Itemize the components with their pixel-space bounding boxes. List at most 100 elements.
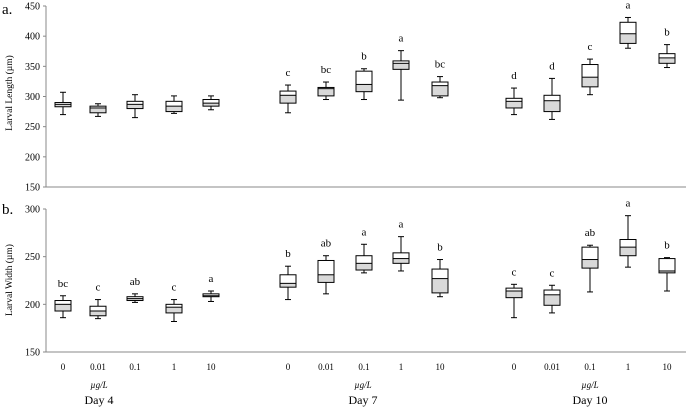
box-outline <box>54 300 72 312</box>
box-outline <box>505 97 523 109</box>
significance-letter: c <box>172 282 177 294</box>
group-label: Day 4 <box>85 393 114 407</box>
x-axis-unit-label: µg/L <box>90 380 107 390</box>
significance-letter: b <box>664 27 670 39</box>
box-upper <box>127 101 143 105</box>
box-lower <box>620 33 636 44</box>
y-tick-label: 250 <box>25 122 40 133</box>
significance-letter: a <box>362 226 367 238</box>
y-tick-label: 300 <box>25 205 40 216</box>
box-outline <box>392 60 410 70</box>
y-tick-label: 400 <box>25 32 40 43</box>
box-lower <box>55 104 71 107</box>
significance-letter: ab <box>321 238 332 250</box>
box-upper <box>544 95 560 101</box>
significance-letter: d <box>511 70 517 82</box>
box-outline <box>165 303 183 314</box>
box-lower <box>544 294 560 306</box>
box-lower <box>393 258 409 264</box>
x-tick-label: 0 <box>286 362 291 372</box>
x-tick-label: 1 <box>626 362 631 372</box>
significance-letter: c <box>286 67 291 79</box>
box-upper <box>318 87 334 89</box>
box-upper <box>582 247 598 260</box>
box-outline <box>431 81 449 97</box>
box-upper <box>620 22 636 34</box>
box-lower <box>393 63 409 70</box>
box-upper <box>166 304 182 308</box>
box-upper <box>203 99 219 104</box>
box-outline <box>317 259 335 283</box>
box-lower <box>659 270 675 273</box>
box-lower <box>203 103 219 107</box>
box-lower <box>582 259 598 269</box>
box-outline <box>581 246 599 269</box>
panel-a: a. Larval Length (µm) 150 200 250 300 350 400… <box>2 0 686 194</box>
significance-letter: b <box>361 51 367 63</box>
significance-letter: c <box>588 41 593 53</box>
box-upper <box>659 53 675 58</box>
box-lower <box>90 107 106 113</box>
significance-letter: bc <box>58 278 69 290</box>
significance-letter: c <box>512 266 517 278</box>
x-tick-label: 1 <box>399 362 404 372</box>
x-axis-unit-label: µg/L <box>354 380 371 390</box>
box-lower <box>659 57 675 64</box>
box-lower <box>506 290 522 298</box>
box-upper <box>356 255 372 264</box>
box-outline <box>505 287 523 299</box>
box-lower <box>166 307 182 313</box>
box-upper <box>393 60 409 64</box>
box-lower <box>90 311 106 316</box>
y-tick-label: 200 <box>25 300 40 311</box>
box-lower <box>620 247 636 256</box>
box-lower <box>582 77 598 87</box>
box-lower <box>55 304 71 312</box>
box-upper <box>432 269 448 279</box>
x-tick-label: 10 <box>436 362 446 372</box>
box-outline <box>658 53 676 64</box>
box-outline <box>431 268 449 294</box>
box-outline <box>279 90 297 104</box>
x-tick-label: 0.1 <box>129 362 140 372</box>
box-lower <box>127 104 143 109</box>
box-outline <box>355 70 373 93</box>
significance-letter: a <box>626 0 631 11</box>
x-tick-label: 0.01 <box>544 362 560 372</box>
box-upper <box>55 300 71 305</box>
x-tick-label: 10 <box>207 362 217 372</box>
box-outline <box>543 94 561 113</box>
significance-letter: a <box>209 273 214 285</box>
significance-letter: c <box>550 267 555 279</box>
box-outline <box>619 21 637 44</box>
x-axis-unit-label: µg/L <box>581 380 598 390</box>
box-upper <box>127 296 143 299</box>
box-upper <box>166 101 182 107</box>
ylabel-b: Larval Width (µm) <box>4 244 15 316</box>
box-outline <box>126 100 144 110</box>
x-tick-label: 0.1 <box>584 362 595 372</box>
box-lower <box>506 101 522 108</box>
box-lower <box>356 84 372 92</box>
x-tick-label: 0 <box>512 362 517 372</box>
box-outline <box>543 289 561 306</box>
group-label: Day 7 <box>349 393 378 407</box>
group-label: Day 10 <box>573 393 608 407</box>
box-outline <box>581 64 599 88</box>
box-upper <box>55 102 71 105</box>
box-upper <box>620 239 636 248</box>
significance-letter: bc <box>435 59 446 71</box>
x-tick-label: 0.01 <box>90 362 106 372</box>
significance-letter: a <box>626 198 631 210</box>
y-tick-label: 300 <box>25 92 40 103</box>
significance-letter: b <box>664 240 670 252</box>
y-tick-label: 200 <box>25 152 40 163</box>
x-tick-label: 0.1 <box>358 362 369 372</box>
box-lower <box>127 298 143 301</box>
box-outline <box>317 86 335 97</box>
box-lower <box>166 106 182 112</box>
box-lower <box>280 283 296 288</box>
panel-label-b: b. <box>2 202 13 218</box>
box-outline <box>658 258 676 274</box>
significance-letter: ab <box>585 227 596 239</box>
